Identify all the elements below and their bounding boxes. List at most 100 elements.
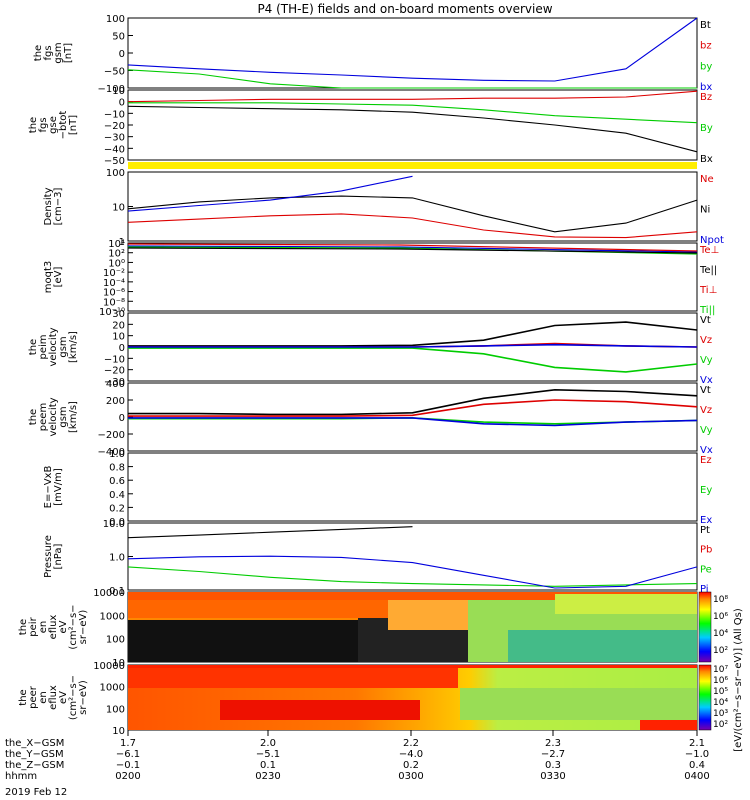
y-axis-label: the	[18, 689, 29, 705]
quality-flag-bar	[128, 162, 697, 169]
ephemeris-row-label: the_Y−GSM	[5, 749, 64, 760]
y-tick-label: 0	[119, 343, 125, 354]
y-tick-label: −200	[98, 430, 125, 441]
y-axis-label: [km/s]	[68, 331, 79, 363]
panel-fgs-gse: 100−10−20−30−40−50 the fgs gse −btot [nT] Bz By…	[28, 86, 713, 167]
ephemeris-value: 0.3	[545, 760, 561, 771]
ephemeris-value: 0230	[255, 771, 280, 782]
y-tick-label: 10000	[93, 661, 125, 672]
date-label: 2019 Feb 12	[5, 787, 67, 798]
y-tick-label: 10⁴	[108, 239, 125, 250]
legend-bz: Bz	[700, 92, 712, 103]
y-axis-label: peir	[28, 616, 39, 636]
y-axis-label: (cm²−s−	[68, 675, 79, 720]
legend-vt: Vt	[700, 315, 711, 326]
legend-ey: Ey	[700, 485, 712, 496]
y-axis-label: sr−eV)	[78, 680, 89, 715]
panel-frame	[127, 452, 698, 522]
panel-fgs-gsm: 100 50 0 −50 −100 the fgs gsm [nT] Bt bz by bx	[33, 14, 712, 95]
legend-pt: Pt	[700, 525, 710, 536]
legend-bx: Bx	[700, 154, 713, 165]
series-by-line	[127, 69, 697, 89]
legend-vx: Vx	[700, 375, 713, 386]
temperature-series-line	[127, 245, 698, 253]
series-pe-line	[127, 566, 698, 587]
y-tick-label: 20	[112, 320, 125, 331]
ephemeris-value: 0.2	[403, 760, 419, 771]
y-tick-label: −20	[104, 366, 125, 377]
y-axis-label: eV	[58, 620, 69, 633]
y-tick-label: 10²	[108, 249, 125, 260]
series-pi-line	[127, 555, 698, 589]
y-tick-label: 50	[112, 32, 125, 43]
series-vx-line	[128, 343, 698, 348]
y-axis-label: (cm²−s−	[68, 604, 79, 649]
y-tick-label: 0.0	[109, 517, 125, 528]
legend-pe: Pe	[700, 564, 712, 575]
y-axis-label: peer	[28, 685, 39, 709]
y-tick-label: 100	[106, 704, 125, 715]
legend-npot: Npot	[700, 235, 724, 246]
y-tick-label: 10⁻⁴	[103, 278, 125, 289]
y-axis-label: velocity	[48, 327, 59, 366]
colorbar-label: [eV/(cm²−s−sr−eV)] (All Qs)	[733, 608, 744, 752]
y-tick-label: 10	[112, 726, 125, 737]
panel-frame	[127, 171, 698, 242]
y-tick-label: 10⁻²	[103, 268, 125, 279]
ephemeris-value: −2.7	[541, 749, 565, 760]
ephemeris-value: 0400	[684, 771, 709, 782]
ephemeris-value: 0200	[115, 771, 140, 782]
y-axis-label: eflux	[48, 685, 59, 710]
ephemeris-value: 0.4	[689, 760, 705, 771]
legend-by: by	[700, 61, 712, 72]
y-axis-label: gsm	[58, 336, 69, 357]
series-vt-line	[128, 321, 698, 347]
legend-vz: Vz	[700, 335, 712, 346]
panel-frame	[127, 242, 698, 312]
legend-ne: Ne	[700, 174, 714, 185]
legend-bx: bx	[700, 82, 712, 93]
y-axis-label: velocity	[48, 397, 59, 436]
y-axis-label: peem	[38, 403, 49, 431]
ephemeris-row-label: hhmm	[5, 771, 37, 782]
ephemeris-value: −6.1	[116, 749, 140, 760]
temperature-series-line	[127, 247, 698, 254]
panel-peem-velocity: 400 200 0 −200 −400 the peem velocity gsm [km/s] V…	[28, 379, 713, 458]
legend-ex: Ex	[700, 515, 712, 526]
ephemeris-value: 0.1	[260, 760, 276, 771]
y-tick-label: 10⁻⁶	[103, 288, 125, 299]
y-axis-label: the	[33, 45, 44, 61]
peer-colorbar	[698, 664, 712, 731]
series-pt-line	[127, 526, 413, 539]
y-tick-label: −40	[104, 144, 125, 155]
y-tick-label: −50	[104, 67, 125, 78]
colorbar-tick-label: 10⁴	[713, 698, 728, 708]
legend-bt: Bt	[700, 20, 711, 31]
legend-vy: Vy	[700, 425, 713, 436]
colorbar-tick-label: 10⁶	[713, 612, 728, 622]
y-tick-label: 10⁰	[108, 258, 125, 269]
y-axis-label: en	[38, 621, 49, 634]
panel-frame	[127, 382, 698, 452]
colorbar-tick-label: 10⁶	[713, 676, 728, 686]
y-tick-label: 0.1	[109, 586, 125, 597]
y-axis-label: the	[28, 339, 39, 355]
y-axis-label: E=−VxB	[43, 466, 54, 509]
y-axis-label: −btot	[58, 111, 69, 140]
y-axis-label: moqt3	[43, 261, 54, 294]
legend-vz: Vz	[700, 405, 712, 416]
y-tick-label: −30	[104, 133, 125, 144]
ephemeris-value: 2.1	[689, 738, 705, 749]
legend-vt: Vt	[700, 385, 711, 396]
y-tick-label: 100	[106, 635, 125, 646]
ephemeris-value: 0330	[540, 771, 565, 782]
y-axis-label: gsm	[58, 406, 69, 427]
y-tick-label: 0.8	[109, 463, 125, 474]
legend-ti||: Ti||	[699, 305, 715, 316]
panel-frame	[127, 17, 698, 89]
y-tick-label: 1	[119, 237, 125, 248]
y-tick-label: 10.0	[103, 519, 125, 530]
colorbar-tick-label: 10⁸	[713, 595, 728, 605]
